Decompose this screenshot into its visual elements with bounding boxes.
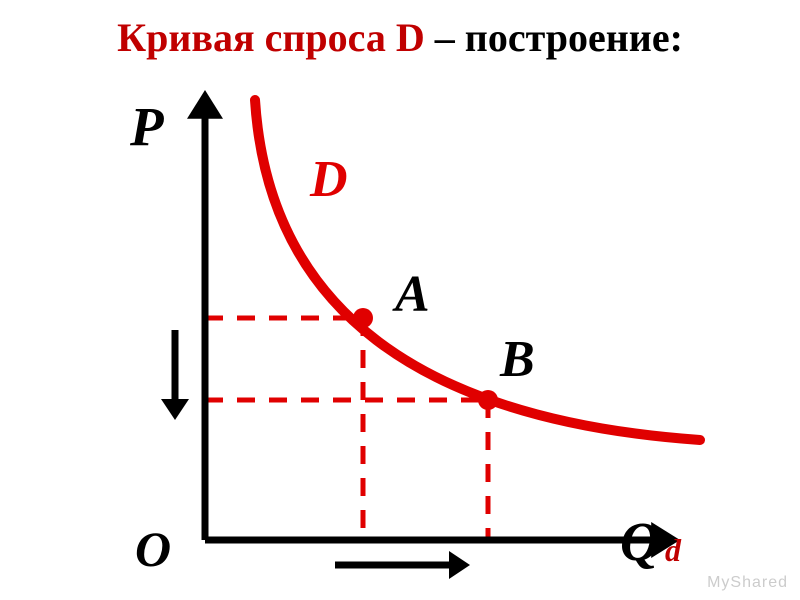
watermark: MyShared: [707, 574, 788, 592]
shift-arrow-quantity: [335, 551, 470, 579]
point-b: [478, 390, 498, 410]
label-b: B: [500, 330, 535, 389]
label-q: Q: [620, 510, 660, 573]
label-origin: O: [135, 520, 171, 578]
label-d: D: [310, 150, 348, 209]
y-axis-arrowhead: [187, 90, 223, 119]
guide-lines: [205, 318, 488, 540]
label-p: P: [130, 95, 164, 158]
point-a: [353, 308, 373, 328]
label-q-subscript: d: [665, 532, 681, 569]
shift-arrow-price: [161, 330, 189, 420]
label-a: A: [395, 265, 430, 324]
